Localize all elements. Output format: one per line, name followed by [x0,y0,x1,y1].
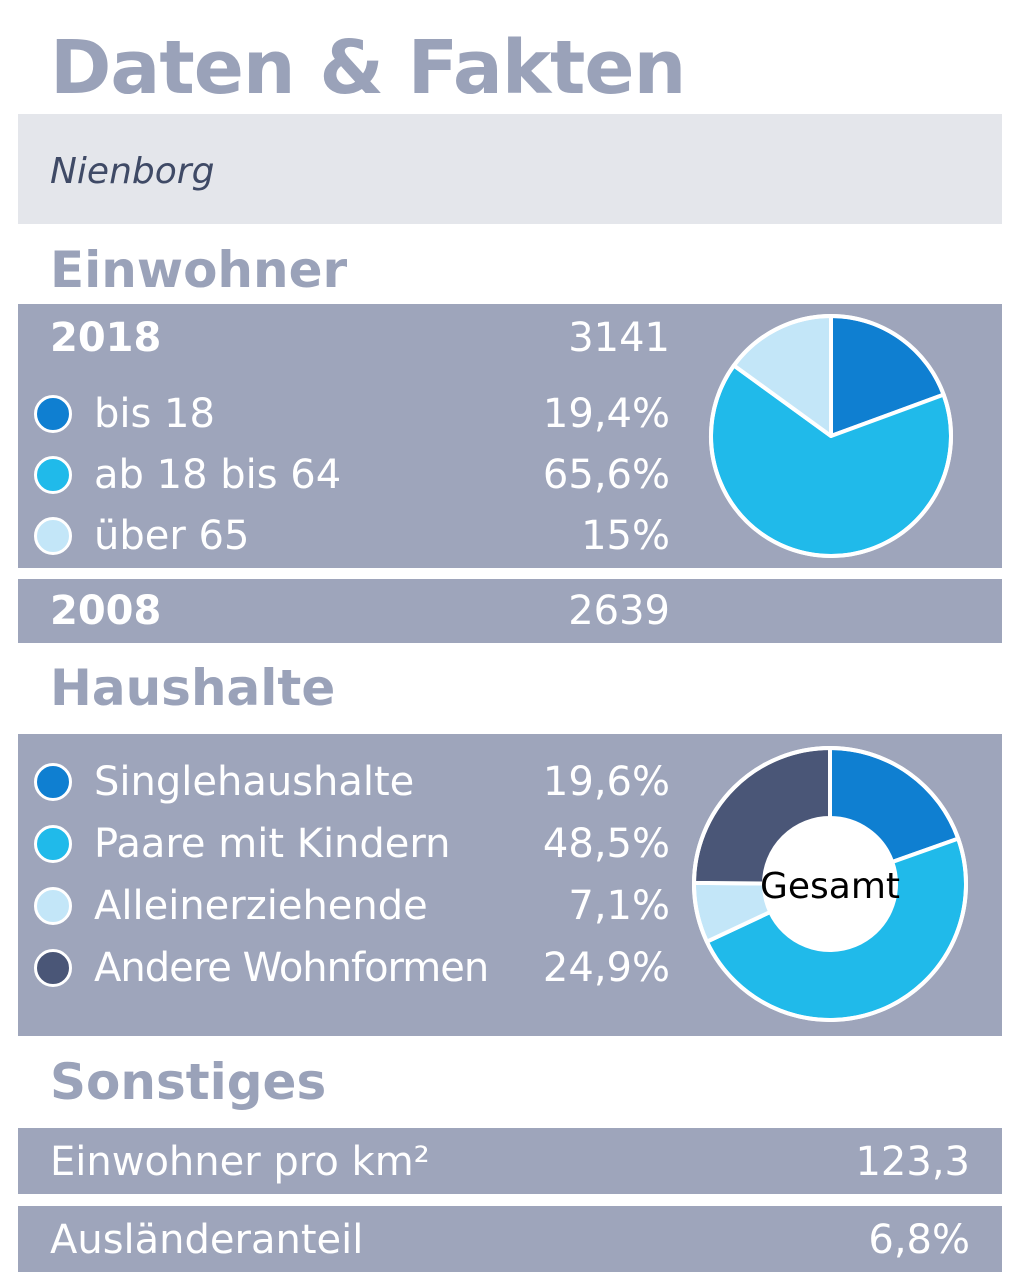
legend-dot-18-64 [34,456,72,494]
legend-dot-singlehaushalte [34,763,72,801]
legend-value-alleinerziehende: 7,1% [568,883,670,929]
page-title: Daten & Fakten [50,25,686,111]
einwohner-pie-chart [709,314,953,558]
einwohner-2008-band [18,579,1002,643]
year-2018-label: 2018 [50,315,162,361]
haushalte-donut-chart: Gesamt [692,746,968,1022]
auslaenderanteil-value: 6,8% [868,1217,970,1263]
legend-value-andere-wohnformen: 24,9% [542,945,670,991]
sonstiges-row-band [18,1128,1002,1194]
einwohner-pro-km2-label: Einwohner pro km² [50,1139,430,1185]
donut-center-label: Gesamt [760,866,900,907]
legend-dot-andere-wohnformen [34,949,72,987]
legend-label-andere-wohnformen: Andere Wohnformen [94,945,489,991]
legend-dot-ueber-65 [34,517,72,555]
legend-dot-paare-mit-kindern [34,825,72,863]
legend-value-ueber-65: 15% [581,513,670,559]
legend-dot-alleinerziehende [34,887,72,925]
legend-label-bis-18: bis 18 [94,391,215,437]
haushalte-donut-outline [692,746,968,1022]
legend-value-singlehaushalte: 19,6% [542,759,670,805]
legend-label-singlehaushalte: Singlehaushalte [94,759,415,805]
legend-value-paare-mit-kindern: 48,5% [542,821,670,867]
legend-value-18-64: 65,6% [542,452,670,498]
einwohner-pie-outline [709,314,953,558]
section-heading-haushalte: Haushalte [50,659,336,717]
legend-label-paare-mit-kindern: Paare mit Kindern [94,821,451,867]
sonstiges-row-band [18,1206,1002,1272]
location-band [18,114,1002,224]
legend-value-bis-18: 19,4% [542,391,670,437]
year-2018-value: 3141 [568,315,670,361]
legend-label-18-64: ab 18 bis 64 [94,452,342,498]
legend-label-ueber-65: über 65 [94,513,250,559]
section-heading-einwohner: Einwohner [50,241,348,299]
einwohner-pro-km2-value: 123,3 [855,1139,970,1185]
auslaenderanteil-label: Ausländeranteil [50,1217,364,1263]
year-2008-label: 2008 [50,588,162,634]
donut-center-hole [764,818,896,950]
section-heading-sonstiges: Sonstiges [50,1053,327,1111]
location-label: Nienborg [50,151,215,192]
year-2008-value: 2639 [568,588,670,634]
legend-dot-bis-18 [34,395,72,433]
legend-label-alleinerziehende: Alleinerziehende [94,883,428,929]
